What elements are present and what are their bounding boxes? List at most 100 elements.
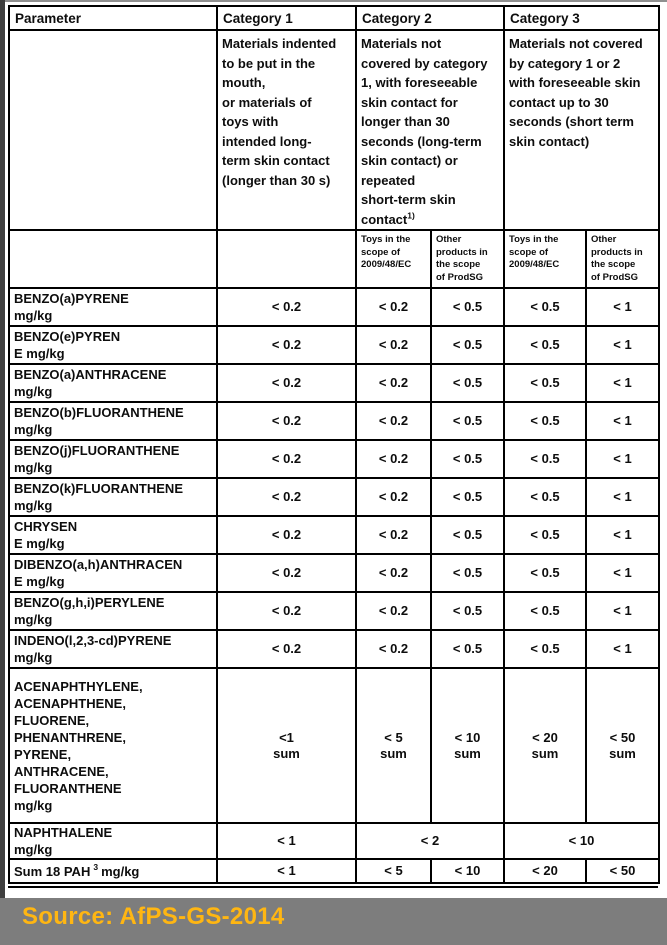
value-cell: < 0.2 — [216, 287, 357, 327]
category2-header: Category 2 — [355, 5, 505, 31]
table-row: BENZO(a)PYRENE mg/kg < 0.2 < 0.2 < 0.5 <… — [8, 287, 660, 327]
value-cell: < 20 — [503, 858, 587, 884]
value-cell: < 0.2 — [216, 553, 357, 593]
value-cell: < 1 — [585, 401, 660, 441]
value-cell: < 0.2 — [216, 477, 357, 517]
value-cell: < 0.5 — [430, 477, 505, 517]
value-cell: < 1 — [585, 287, 660, 327]
cat2-other-scope-header: Other products in the scope of ProdSG — [430, 229, 505, 289]
value-cell: < 1 — [216, 858, 357, 884]
sum-18-pah-row: Sum 18 PAH 3 mg/kg < 1 < 5 < 10 < 20 < 50 — [8, 858, 660, 884]
value-cell: < 0.5 — [430, 401, 505, 441]
parameter-cell: BENZO(a)ANTHRACENE mg/kg — [8, 363, 218, 403]
value-cell: < 0.5 — [503, 515, 587, 555]
value-cell: < 20 sum — [503, 667, 587, 824]
value-cell: < 0.2 — [216, 401, 357, 441]
value-cell: < 0.2 — [355, 287, 432, 327]
value-cell: < 0.5 — [503, 363, 587, 403]
table-row: INDENO(l,2,3-cd)PYRENE mg/kg < 0.2 < 0.2… — [8, 629, 660, 669]
value-cell: < 0.2 — [355, 401, 432, 441]
header-row: Parameter Category 1 Category 2 Category… — [8, 5, 660, 31]
value-cell: < 0.5 — [503, 439, 587, 479]
table-row: BENZO(k)FLUORANTHENE mg/kg < 0.2 < 0.2 <… — [8, 477, 660, 517]
value-cell: < 1 — [585, 439, 660, 479]
footnote-marker: 3 — [93, 862, 99, 873]
cat3-toys-scope-header: Toys in the scope of 2009/48/EC — [503, 229, 587, 289]
value-cell: < 0.5 — [503, 325, 587, 365]
value-cell: < 0.2 — [216, 363, 357, 403]
parameter-cell: BENZO(b)FLUORANTHENE mg/kg — [8, 401, 218, 441]
table-row: CHRYSEN E mg/kg < 0.2 < 0.2 < 0.5 < 0.5 … — [8, 515, 660, 555]
description-row: Materials indented to be put in the mout… — [8, 29, 660, 231]
source-caption: Source: AfPS-GS-2014 — [22, 903, 285, 930]
value-cell: < 0.2 — [355, 363, 432, 403]
value-cell: < 0.5 — [503, 629, 587, 669]
table-row: BENZO(j)FLUORANTHENE mg/kg < 0.2 < 0.2 <… — [8, 439, 660, 479]
value-cell: < 0.2 — [216, 515, 357, 555]
value-cell: < 0.2 — [355, 515, 432, 555]
parameter-cell: DIBENZO(a,h)ANTHRACEN E mg/kg — [8, 553, 218, 593]
value-cell: < 1 — [585, 553, 660, 593]
value-cell: < 1 — [585, 325, 660, 365]
value-cell: < 1 — [585, 477, 660, 517]
parameter-cell: INDENO(l,2,3-cd)PYRENE mg/kg — [8, 629, 218, 669]
value-cell: <1 sum — [216, 667, 357, 824]
category2-description-text: Materials not covered by category 1, wit… — [361, 36, 488, 227]
source-caption-bar: Source: AfPS-GS-2014 — [0, 898, 667, 945]
value-cell: < 0.2 — [355, 629, 432, 669]
parameter-cell: Sum 18 PAH 3 mg/kg — [8, 858, 218, 884]
empty-cell — [8, 229, 218, 289]
empty-cell — [8, 29, 218, 231]
value-cell: < 0.2 — [216, 325, 357, 365]
value-cell: < 0.5 — [430, 363, 505, 403]
parameter-cell: BENZO(g,h,i)PERYLENE mg/kg — [8, 591, 218, 631]
value-cell: < 10 — [430, 858, 505, 884]
value-cell: < 0.2 — [216, 629, 357, 669]
value-cell: < 1 — [585, 629, 660, 669]
value-cell: < 0.5 — [430, 515, 505, 555]
cat2-toys-scope-header: Toys in the scope of 2009/48/EC — [355, 229, 432, 289]
sum-group-row: ACENAPHTHYLENE, ACENAPHTHENE, FLUORENE, … — [8, 667, 660, 824]
scan-top-edge — [0, 0, 667, 2]
value-cell: < 5 — [355, 858, 432, 884]
scan-left-edge — [0, 0, 5, 898]
value-cell: < 0.2 — [355, 591, 432, 631]
value-cell: < 0.2 — [355, 325, 432, 365]
pah-limits-table: Parameter Category 1 Category 2 Category… — [8, 5, 660, 884]
value-cell: < 0.5 — [430, 287, 505, 327]
value-cell: < 0.5 — [503, 477, 587, 517]
footnote-marker: 1) — [407, 210, 415, 221]
category3-description: Materials not covered by category 1 or 2… — [503, 29, 660, 231]
value-cell: < 50 sum — [585, 667, 660, 824]
value-cell: < 0.5 — [503, 591, 587, 631]
category1-description: Materials indented to be put in the mout… — [216, 29, 357, 231]
parameter-cell: CHRYSEN E mg/kg — [8, 515, 218, 555]
table-row: BENZO(g,h,i)PERYLENE mg/kg < 0.2 < 0.2 <… — [8, 591, 660, 631]
parameter-cell: NAPHTHALENE mg/kg — [8, 822, 218, 860]
value-cell: < 0.5 — [430, 553, 505, 593]
value-cell: < 1 — [585, 363, 660, 403]
value-cell: < 0.5 — [430, 629, 505, 669]
total-row-unit: mg/kg — [101, 863, 140, 879]
value-cell: < 0.5 — [503, 553, 587, 593]
parameter-cell: BENZO(k)FLUORANTHENE mg/kg — [8, 477, 218, 517]
table-row: BENZO(b)FLUORANTHENE mg/kg < 0.2 < 0.2 <… — [8, 401, 660, 441]
value-cell: < 0.2 — [216, 591, 357, 631]
value-cell: < 0.5 — [430, 591, 505, 631]
empty-cell — [216, 229, 357, 289]
value-cell: < 0.5 — [430, 439, 505, 479]
value-cell: < 10 sum — [430, 667, 505, 824]
value-cell: < 0.5 — [503, 401, 587, 441]
table-bottom-rule — [8, 886, 658, 888]
category1-header: Category 1 — [216, 5, 357, 31]
value-cell: < 0.2 — [355, 553, 432, 593]
parameter-cell: BENZO(a)PYRENE mg/kg — [8, 287, 218, 327]
value-cell: < 1 — [585, 515, 660, 555]
value-cell: < 10 — [503, 822, 660, 860]
category2-description: Materials not covered by category 1, wit… — [355, 29, 505, 231]
total-row-label: Sum 18 PAH — [14, 863, 91, 879]
parameter-cell: ACENAPHTHYLENE, ACENAPHTHENE, FLUORENE, … — [8, 667, 218, 824]
value-cell: < 1 — [585, 591, 660, 631]
value-cell: < 0.5 — [503, 287, 587, 327]
value-cell: < 1 — [216, 822, 357, 860]
